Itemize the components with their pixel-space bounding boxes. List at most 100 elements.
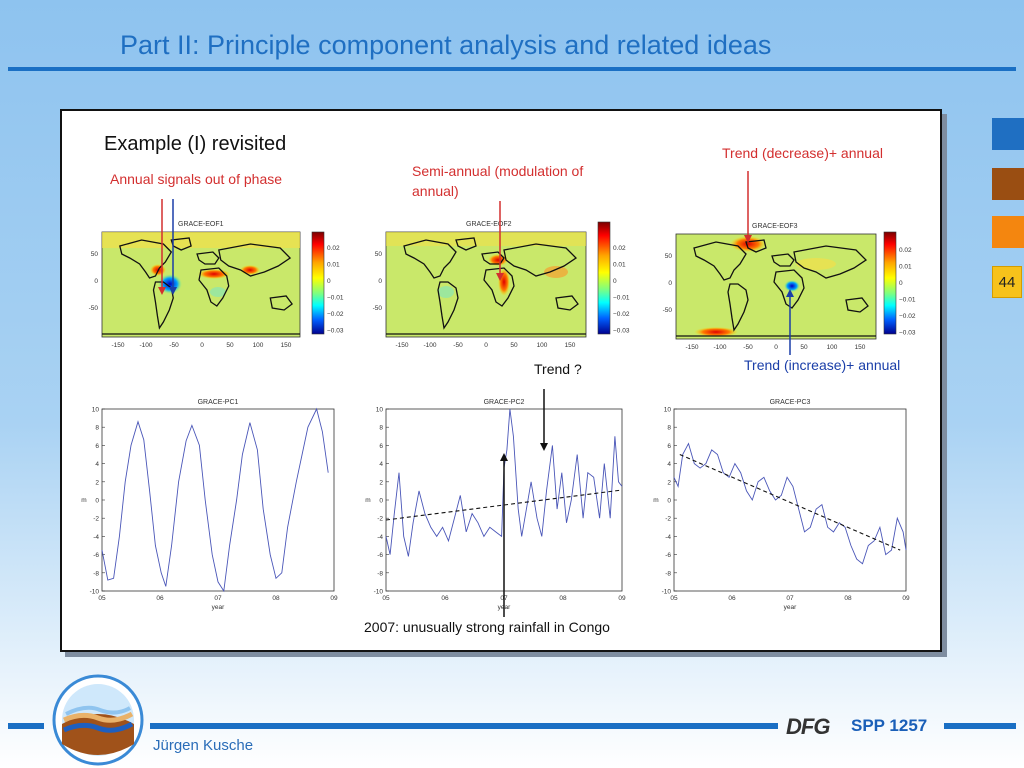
plot-x-tick: 05: [670, 595, 678, 602]
plot-title: GRACE-PC1: [198, 399, 239, 406]
plot-y-tick: 6: [95, 443, 99, 450]
plot-y-tick: -10: [662, 589, 672, 596]
plot-y-tick: 2: [379, 479, 383, 486]
map-x-tick: -150: [395, 342, 408, 349]
colorbar-tick: −0.01: [613, 295, 630, 302]
map-eof3: GRACE-EOF3: [675, 223, 897, 340]
plot-y-tick: 10: [92, 407, 100, 414]
plot-x-tick: 06: [441, 595, 449, 602]
author-name: Jürgen Kusche: [153, 737, 254, 754]
plot-y-tick: -8: [377, 570, 383, 577]
map-y-tick: -50: [373, 305, 383, 312]
annotation-rainfall: 2007: unusually strong rainfall in Congo: [364, 619, 610, 635]
map-x-tick: -50: [743, 344, 753, 351]
plot-y-tick: 6: [667, 443, 671, 450]
annotation-trend-question: Trend ?: [534, 361, 582, 377]
map-x-tick: -100: [139, 342, 152, 349]
plot-title: GRACE-PC2: [484, 399, 525, 406]
plot-y-tick: -4: [93, 534, 99, 541]
page-number: 44: [992, 266, 1022, 298]
colorbar-tick: −0.03: [899, 330, 916, 337]
plot-x-tick: 09: [902, 595, 910, 602]
map-x-tick: 150: [855, 344, 866, 351]
plot-ylabel: m: [81, 497, 86, 504]
annotation-trend-increase: Trend (increase)+ annual: [744, 357, 901, 373]
plot-y-tick: 4: [95, 461, 99, 468]
map-y-tick: 0: [378, 278, 382, 285]
map-eof2: GRACE-EOF2: [385, 221, 611, 338]
plot-x-tick: 06: [156, 595, 164, 602]
trend-line: [679, 453, 901, 551]
plot-y-tick: -4: [377, 534, 383, 541]
plot-y-tick: 10: [376, 407, 384, 414]
nav-square-blue: [992, 118, 1024, 150]
nav-square-brown: [992, 168, 1024, 200]
plot-x-tick: 09: [618, 595, 626, 602]
plot-x-tick: 06: [728, 595, 736, 602]
annotation-semi-annual-2: annual): [412, 183, 459, 199]
map-x-tick: 50: [226, 342, 234, 349]
plot-y-tick: -8: [665, 570, 671, 577]
footer-line-left: [8, 723, 44, 729]
plot-y-tick: 0: [667, 498, 671, 505]
plot-x-tick: 08: [844, 595, 852, 602]
content-panel: GRACE-EOF1 GRACE-EOF2 GRACE-EOF3: [60, 109, 942, 652]
colorbar-tick: 0: [899, 280, 903, 287]
pc-series-line: [101, 407, 329, 593]
map-x-tick: -150: [685, 344, 698, 351]
map-title: GRACE-EOF2: [466, 221, 512, 228]
colorbar-tick: −0.03: [327, 328, 344, 335]
map-y-tick: 0: [94, 278, 98, 285]
plot-y-tick: 0: [95, 498, 99, 505]
colorbar-tick: 0.01: [613, 262, 626, 269]
plot-y-tick: 6: [379, 443, 383, 450]
map-x-tick: -100: [713, 344, 726, 351]
map-title: GRACE-EOF1: [178, 221, 224, 228]
plot-ylabel: m: [365, 497, 370, 504]
colorbar-tick: 0.02: [327, 245, 340, 252]
plot-y-tick: 4: [379, 461, 383, 468]
colorbar-tick: −0.01: [899, 297, 916, 304]
plot-x-tick: 09: [330, 595, 338, 602]
plot-x-tick: 05: [382, 595, 390, 602]
plot-y-tick: 4: [667, 461, 671, 468]
plot-x-tick: 08: [559, 595, 567, 602]
annotation-trend-decrease: Trend (decrease)+ annual: [722, 145, 883, 161]
plot-y-tick: -10: [374, 589, 384, 596]
map-x-tick: 150: [281, 342, 292, 349]
plot-y-tick: -6: [377, 552, 383, 559]
map-x-tick: -150: [111, 342, 124, 349]
colorbar-tick: 0.01: [899, 264, 912, 271]
plot-x-tick: 08: [272, 595, 280, 602]
plot-x-tick: 07: [214, 595, 222, 602]
map-y-tick: 50: [665, 253, 673, 260]
annotation-semi-annual-1: Semi-annual (modulation of: [412, 163, 584, 179]
figure-canvas: GRACE-EOF1 GRACE-EOF2 GRACE-EOF3: [81, 171, 916, 617]
plot-title: GRACE-PC3: [770, 399, 811, 406]
colorbar-tick: 0.02: [899, 247, 912, 254]
map-y-tick: 0: [668, 280, 672, 287]
colorbar-tick: 0: [613, 278, 617, 285]
nav-square-orange: [992, 216, 1024, 248]
map-x-tick: -50: [169, 342, 179, 349]
map-x-tick: 0: [200, 342, 204, 349]
plot-y-tick: 0: [379, 498, 383, 505]
map-eof1: GRACE-EOF1: [101, 221, 325, 338]
footer-line-middle: [150, 723, 778, 729]
map-x-tick: -100: [423, 342, 436, 349]
plot-y-tick: 8: [95, 425, 99, 432]
plot-y-tick: 2: [95, 479, 99, 486]
annotation-annual-out-of-phase: Annual signals out of phase: [110, 171, 283, 187]
pc-plot-2: GRACE-PC21086420-2-4-6-8-100506070809yea…: [365, 399, 626, 611]
colorbar-tick: −0.02: [613, 311, 630, 318]
plot-y-tick: 10: [664, 407, 672, 414]
map-x-tick: 100: [253, 342, 264, 349]
trend-line: [385, 489, 623, 521]
map-y-tick: 50: [375, 251, 383, 258]
colorbar-tick: −0.02: [327, 311, 344, 318]
pc-series-line: [673, 442, 907, 565]
plot-y-tick: -2: [377, 516, 383, 523]
